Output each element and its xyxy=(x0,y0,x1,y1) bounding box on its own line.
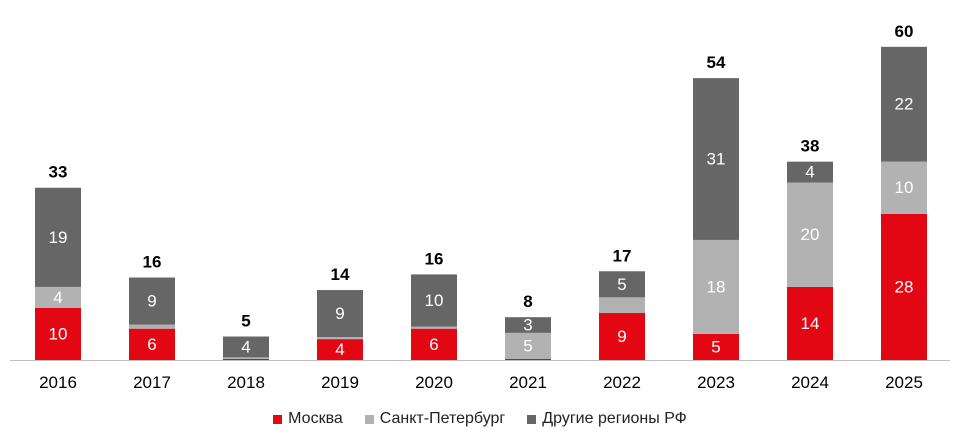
legend-label-moscow: Москва xyxy=(288,410,343,427)
data-label-spb-2024: 20 xyxy=(801,225,820,244)
legend-swatch-moscow xyxy=(273,414,283,424)
x-tick-label-2018: 2018 xyxy=(227,373,265,392)
data-label-other-regions-2022: 5 xyxy=(617,275,626,294)
bar-segment-spb-2016 xyxy=(35,286,81,308)
bar-segment-moscow-2025 xyxy=(881,213,927,360)
x-tick-labels: 2016 2017 2018 2019 2020 2021 2022 2023 2024 2025 xyxy=(39,373,923,392)
bar-segment-spb-2018 xyxy=(223,357,269,359)
data-label-spb-2023: 18 xyxy=(707,277,726,296)
total-label-2023: 54 xyxy=(707,53,726,72)
data-label-moscow-2022: 9 xyxy=(617,327,626,346)
total-label-2024: 38 xyxy=(801,137,820,156)
x-tick-label-2017: 2017 xyxy=(133,373,171,392)
stacked-bar-chart: 1041933691645491461016538951751831541420… xyxy=(10,22,950,392)
data-label-other-regions-2021: 3 xyxy=(523,316,532,335)
bar-segment-spb-2025 xyxy=(881,161,927,214)
bar-segment-other-regions-2022 xyxy=(599,271,645,298)
total-label-2021: 8 xyxy=(523,292,532,311)
bar-segment-other-regions-2023 xyxy=(693,78,739,240)
bar-segment-moscow-2016 xyxy=(35,307,81,360)
bars-group: 1041933691645491461016538951751831541420… xyxy=(35,22,927,360)
bar-segment-moscow-2022 xyxy=(599,313,645,360)
data-label-spb-2021: 5 xyxy=(523,336,532,355)
bar-segment-other-regions-2025 xyxy=(881,46,927,162)
legend-swatch-spb xyxy=(364,414,374,424)
data-label-other-regions-2017: 9 xyxy=(147,291,156,310)
x-tick-label-2020: 2020 xyxy=(415,373,453,392)
legend-item-spb: Санкт-Петербург xyxy=(364,410,506,428)
total-label-2020: 16 xyxy=(425,249,444,268)
x-tick-label-2019: 2019 xyxy=(321,373,359,392)
data-label-other-regions-2018: 4 xyxy=(241,337,250,356)
bar-segment-spb-2023 xyxy=(693,239,739,334)
x-tick-label-2022: 2022 xyxy=(603,373,641,392)
data-label-spb-2016: 4 xyxy=(53,288,62,307)
legend-label-other-regions: Другие регионы РФ xyxy=(542,410,687,427)
bar-segment-spb-2022 xyxy=(599,297,645,314)
bar-segment-spb-2017 xyxy=(129,324,175,329)
total-label-2016: 33 xyxy=(49,163,68,182)
bar-segment-other-regions-2021 xyxy=(505,317,551,333)
x-tick-label-2021: 2021 xyxy=(509,373,547,392)
bar-segment-other-regions-2016 xyxy=(35,187,81,287)
data-label-other-regions-2025: 22 xyxy=(895,95,914,114)
legend-item-other-regions: Другие регионы РФ xyxy=(527,410,687,428)
total-label-2019: 14 xyxy=(331,265,350,284)
data-label-other-regions-2023: 31 xyxy=(707,150,726,169)
data-label-spb-2025: 10 xyxy=(895,178,914,197)
bar-segment-spb-2020 xyxy=(411,326,457,329)
data-label-moscow-2025: 28 xyxy=(895,277,914,296)
data-label-other-regions-2019: 9 xyxy=(335,304,344,323)
data-label-other-regions-2016: 19 xyxy=(49,228,68,247)
data-label-moscow-2020: 6 xyxy=(429,335,438,354)
bar-segment-moscow-2024 xyxy=(787,286,833,360)
bar-segment-spb-2019 xyxy=(317,337,363,340)
x-tick-label-2024: 2024 xyxy=(791,373,829,392)
bar-segment-other-regions-2019 xyxy=(317,290,363,338)
bar-segment-moscow-2017 xyxy=(129,328,175,360)
bar-segment-other-regions-2017 xyxy=(129,277,175,325)
bar-segment-other-regions-2020 xyxy=(411,274,457,327)
total-label-2017: 16 xyxy=(143,253,162,272)
x-tick-label-2016: 2016 xyxy=(39,373,77,392)
data-label-moscow-2024: 14 xyxy=(801,314,820,333)
bar-segment-moscow-2020 xyxy=(411,328,457,360)
legend-swatch-other-regions xyxy=(527,414,537,424)
x-tick-label-2025: 2025 xyxy=(885,373,923,392)
bar-segment-spb-2021 xyxy=(505,332,551,359)
data-label-moscow-2023: 5 xyxy=(711,337,720,356)
bar-segment-moscow-2023 xyxy=(693,333,739,360)
bar-segment-spb-2024 xyxy=(787,182,833,287)
bar-segment-other-regions-2024 xyxy=(787,161,833,183)
data-label-moscow-2019: 4 xyxy=(335,340,344,359)
bar-segment-other-regions-2018 xyxy=(223,336,269,358)
legend-item-moscow: Москва xyxy=(273,410,343,428)
bar-segment-moscow-2018 xyxy=(223,358,269,360)
data-label-other-regions-2020: 10 xyxy=(425,291,444,310)
total-label-2018: 5 xyxy=(241,312,250,331)
legend: Москва Санкт-Петербург Другие регионы РФ xyxy=(0,410,960,428)
legend-label-spb: Санкт-Петербург xyxy=(379,410,506,427)
data-label-moscow-2016: 10 xyxy=(49,324,68,343)
data-label-moscow-2017: 6 xyxy=(147,335,156,354)
total-label-2022: 17 xyxy=(613,246,632,265)
bar-segment-moscow-2019 xyxy=(317,339,363,360)
x-tick-label-2023: 2023 xyxy=(697,373,735,392)
total-label-2025: 60 xyxy=(895,22,914,41)
bar-segment-moscow-2021 xyxy=(505,358,551,360)
data-label-other-regions-2024: 4 xyxy=(805,163,814,182)
